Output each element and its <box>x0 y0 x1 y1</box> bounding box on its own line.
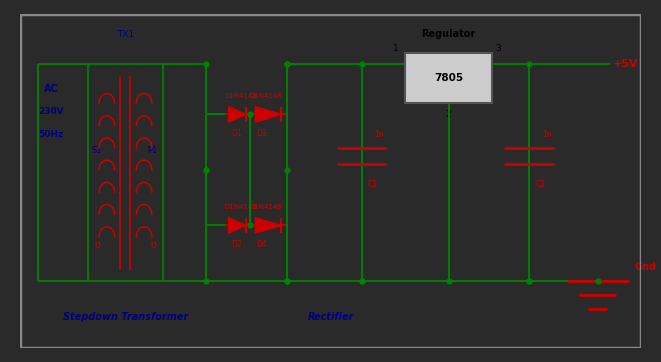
Text: o: o <box>151 240 157 250</box>
Text: D1N4148: D1N4148 <box>250 204 282 210</box>
Text: D2: D2 <box>231 240 242 249</box>
Text: D1N4148: D1N4148 <box>250 93 282 99</box>
Text: 2: 2 <box>446 110 451 119</box>
Bar <box>405 53 492 103</box>
Text: TX1: TX1 <box>117 30 134 39</box>
Text: 1n: 1n <box>542 130 551 139</box>
Text: +5V: +5V <box>613 59 639 70</box>
Polygon shape <box>255 218 282 233</box>
Text: Gnd: Gnd <box>635 262 657 272</box>
Text: 3: 3 <box>495 43 501 52</box>
Polygon shape <box>255 107 282 122</box>
Text: Regulator: Regulator <box>422 29 476 39</box>
Text: 1n: 1n <box>374 130 383 139</box>
Text: Stepdown Transformer: Stepdown Transformer <box>63 312 188 322</box>
Text: 1: 1 <box>393 43 399 52</box>
Text: AC: AC <box>44 84 58 94</box>
Text: D3: D3 <box>256 129 266 138</box>
Text: o: o <box>95 240 100 250</box>
Text: D1: D1 <box>231 129 242 138</box>
Text: D1N4148: D1N4148 <box>225 93 258 99</box>
Text: Rectifier: Rectifier <box>307 312 354 322</box>
Text: D1N4148: D1N4148 <box>225 204 258 210</box>
Text: 50Hz: 50Hz <box>38 130 63 139</box>
Polygon shape <box>229 218 246 233</box>
Polygon shape <box>229 107 246 122</box>
Text: 7805: 7805 <box>434 73 463 83</box>
Text: D4: D4 <box>256 240 266 249</box>
Bar <box>88 64 163 281</box>
Text: C2: C2 <box>535 180 545 189</box>
Text: P1: P1 <box>147 146 157 155</box>
Text: S1: S1 <box>91 146 102 155</box>
Text: C1: C1 <box>368 180 378 189</box>
Text: 230V: 230V <box>38 108 63 117</box>
